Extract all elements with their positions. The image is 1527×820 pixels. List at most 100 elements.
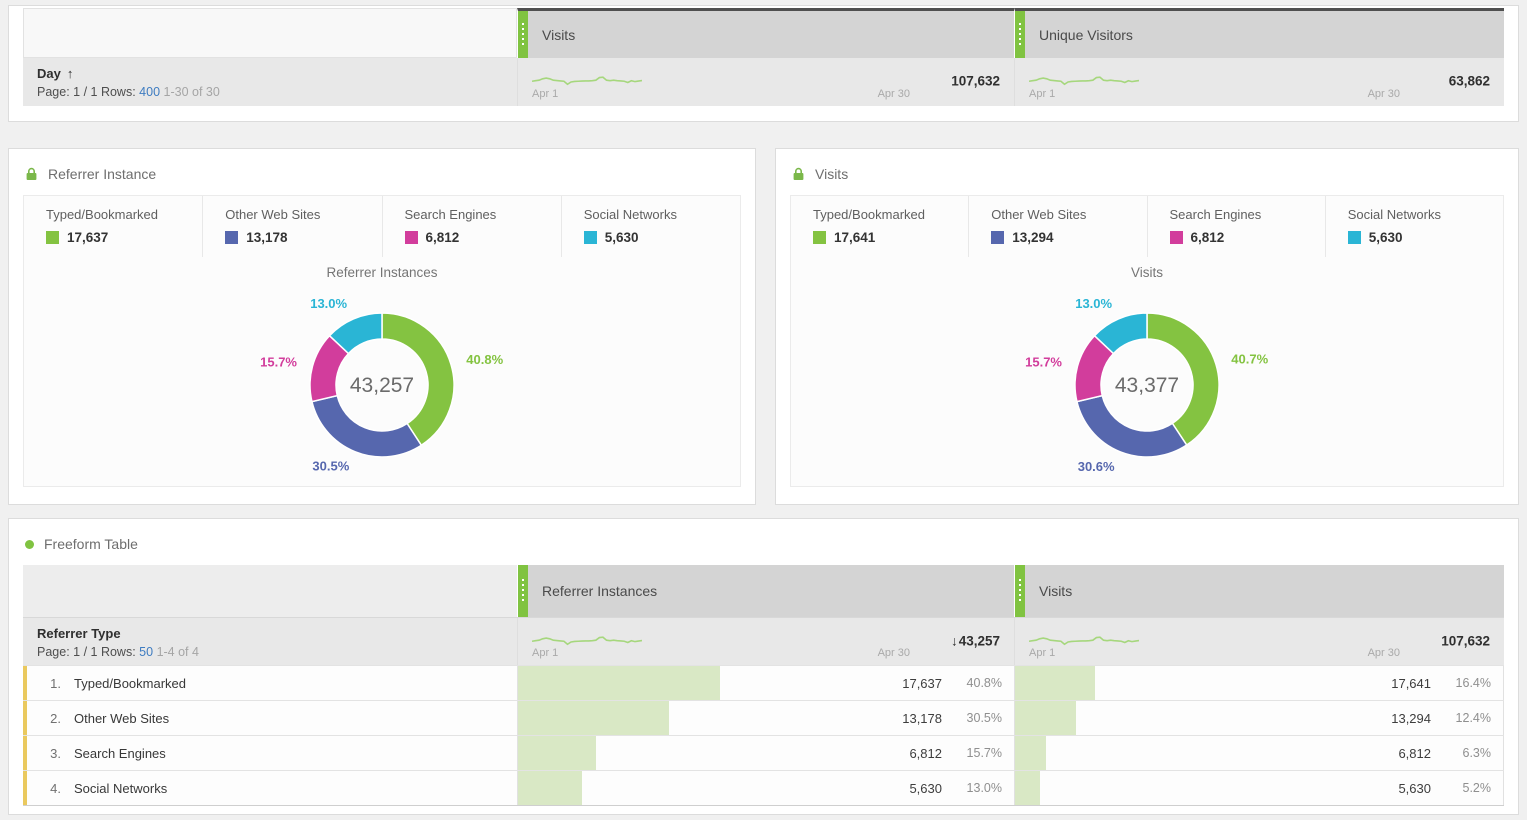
column-drag-handle-icon[interactable] [518,565,528,617]
freeform-totals-row: Referrer Type Page: 1 / 1 Rows: 50 1-4 o… [23,617,1504,665]
legend-swatch-icon [404,231,418,244]
row-dimension-cell[interactable]: 1. Typed/Bookmarked [23,666,517,700]
row-index: 2. [50,710,61,726]
legend-item[interactable]: Social Networks 5,630 [1326,196,1503,257]
rows-count-link[interactable]: 400 [139,85,161,99]
legend-label: Typed/Bookmarked [813,207,926,222]
donut-viz-box: Typed/Bookmarked 17,641 Other Web Sites … [790,195,1504,487]
visits-total-cell[interactable]: Apr 1 Apr 30 107,632 [517,58,1014,106]
unique-visitors-total-value: 63,862 [1448,73,1490,89]
value-bar [518,701,670,735]
legend-item[interactable]: Other Web Sites 13,294 [969,196,1148,257]
table-row[interactable]: 4. Social Networks 5,630 13.0% 5,630 5.2… [23,770,1504,805]
row-label: Typed/Bookmarked [74,675,187,691]
freeform-table-panel: Freeform Table Referrer Instances Visits… [8,518,1519,815]
column-drag-handle-icon[interactable] [518,11,528,58]
legend-value: 17,637 [67,230,109,245]
cell-value: 6,812 [909,745,942,761]
value-bar [1015,701,1076,735]
panel-title: Visits [815,166,849,182]
sort-ascending-icon[interactable]: ↑ [66,66,74,81]
legend-item[interactable]: Search Engines 6,812 [1148,196,1326,257]
column-drag-handle-icon[interactable] [1015,11,1025,58]
visits-value-cell[interactable]: 5,630 5.2% [1014,771,1504,805]
legend-swatch-icon [46,231,59,244]
legend-swatch-icon [813,231,826,244]
legend-label: Social Networks [1347,207,1441,222]
row-dimension-cell[interactable]: 4. Social Networks [23,771,517,805]
row-dimension-cell[interactable]: 3. Search Engines [23,736,517,770]
column-header-visits[interactable]: Visits [517,8,1014,58]
table-row[interactable]: 1. Typed/Bookmarked 17,637 40.8% 17,641 … [23,665,1504,700]
cell-value: 17,637 [902,675,942,691]
column-header-referrer-instances[interactable]: Referrer Instances [517,565,1014,617]
sparkline-start-label: Apr 1 [532,88,559,100]
legend-item[interactable]: Typed/Bookmarked 17,637 [24,196,204,257]
referrer-instances-value-cell[interactable]: 17,637 40.8% [517,666,1014,700]
legend-label: Social Networks [583,207,677,222]
freeform-table: Referrer Instances Visits Referrer Type … [23,565,1504,806]
legend-value: 13,178 [246,230,288,245]
column-label: Referrer Instances [542,583,658,599]
cell-percent: 30.5% [966,711,1002,725]
cell-percent: 13.0% [966,781,1002,795]
freeform-header-row: Referrer Instances Visits [23,565,1504,617]
legend-value: 5,630 [604,230,639,245]
legend-item[interactable]: Other Web Sites 13,178 [203,196,383,257]
row-index: 4. [50,780,61,796]
rows-count-link[interactable]: 50 [139,645,154,659]
legend-value: 6,812 [425,230,460,245]
cell-percent: 15.7% [966,746,1002,760]
cell-percent: 5.2% [1462,781,1492,795]
dimension-column-header[interactable] [23,565,517,617]
dimension-column-header[interactable] [23,8,517,58]
visits-panel: Visits Typed/Bookmarked 17,641 Other Web… [775,148,1519,505]
visits-value-cell[interactable]: 17,641 16.4% [1014,666,1504,700]
sort-descending-icon[interactable]: ↓ [950,632,958,648]
row-dimension-cell[interactable]: 2. Other Web Sites [23,701,517,735]
cell-value: 13,178 [902,710,942,726]
referrer-instances-value-cell[interactable]: 6,812 15.7% [517,736,1014,770]
dimension-summary-cell[interactable]: Day ↑ Page: 1 / 1 Rows: 400 1-30 of 30 [23,58,517,106]
legend-swatch-icon [1169,231,1183,244]
row-label: Search Engines [74,745,166,761]
visits-sparkline [532,67,642,89]
visits-value-cell[interactable]: 13,294 12.4% [1014,701,1504,735]
referrer-instances-value-cell[interactable]: 5,630 13.0% [517,771,1014,805]
legend-item[interactable]: Social Networks 5,630 [562,196,740,257]
referrer-instances-sparkline [532,627,642,649]
chart-legend: Typed/Bookmarked 17,637 Other Web Sites … [24,196,740,257]
legend-item[interactable]: Typed/Bookmarked 17,641 [791,196,970,257]
panel-status-dot-icon [25,539,34,549]
visits-total-cell[interactable]: Apr 1 Apr 30 107,632 [1014,618,1504,665]
analysis-workspace-canvas: Visits Unique Visitors Day ↑ Page: 1 / 1 … [0,5,1527,820]
row-label: Social Networks [74,780,168,796]
dimension-name: Day [37,66,61,81]
legend-item[interactable]: Search Engines 6,812 [383,196,562,257]
cell-value: 13,294 [1391,710,1431,726]
dimension-summary-cell[interactable]: Referrer Type Page: 1 / 1 Rows: 50 1-4 o… [23,618,517,665]
panel-title-bar: Freeform Table [23,519,1504,565]
column-header-visits[interactable]: Visits [1014,565,1504,617]
svg-text:43,377: 43,377 [1115,374,1179,397]
table-row[interactable]: 2. Other Web Sites 13,178 30.5% 13,294 1… [23,700,1504,735]
panel-title-bar: Visits [790,149,1504,195]
column-label: Visits [1039,583,1073,599]
legend-swatch-icon [991,231,1005,244]
visits-total-value: 107,632 [951,73,1000,89]
unique-visitors-total-cell[interactable]: Apr 1 Apr 30 63,862 [1014,58,1504,106]
visits-value-cell[interactable]: 6,812 6.3% [1014,736,1504,770]
visits-donut-chart[interactable]: 40.7% 30.6% 15.7% 13.0% 43,377 [957,283,1337,488]
svg-text:13.0%: 13.0% [310,296,347,311]
referrer-instances-total-cell[interactable]: Apr 1 Apr 30 ↓43,257 [517,618,1014,665]
cell-value: 17,641 [1391,675,1431,691]
referrer-instances-value-cell[interactable]: 13,178 30.5% [517,701,1014,735]
column-drag-handle-icon[interactable] [1015,565,1025,617]
day-trend-table: Visits Unique Visitors Day ↑ Page: 1 / 1 … [23,8,1504,106]
column-header-unique-visitors[interactable]: Unique Visitors [1014,8,1504,58]
table-row[interactable]: 3. Search Engines 6,812 15.7% 6,812 6.3% [23,735,1504,770]
cell-percent: 40.8% [966,676,1002,690]
row-label: Other Web Sites [74,710,170,726]
referrer-instances-donut-chart[interactable]: 40.8% 30.5% 15.7% 13.0% 43,257 [192,283,572,488]
visits-sparkline [1029,627,1139,649]
